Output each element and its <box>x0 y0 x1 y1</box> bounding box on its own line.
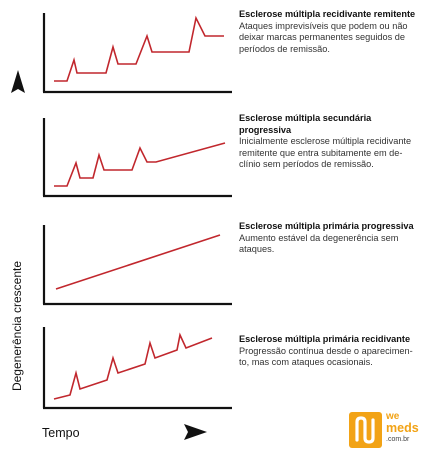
panel-3-axes <box>42 225 232 306</box>
panel-3-text: Esclerose múltipla primária progressiva … <box>239 221 419 256</box>
x-axis-label: Tempo <box>42 426 80 440</box>
panel-1-course-line <box>54 15 224 82</box>
panel-2-text: Esclerose múltipla secundária progressiv… <box>239 113 419 171</box>
panel-1-text: Esclerose múltipla recidivante remitente… <box>239 9 419 55</box>
panel-3-course-line <box>55 234 221 290</box>
panel-1-description: Ataques imprevisíveis que podem ou não d… <box>239 20 408 54</box>
logo-wordmark: we meds .com.br <box>386 412 422 444</box>
panel-3-title: Esclerose múltipla primária progressiva <box>239 221 414 231</box>
wemeds-logo: we meds .com.br <box>349 412 421 448</box>
panel-3-description: Aumento estável da degenerência sem ataq… <box>239 232 399 255</box>
panel-1-axes <box>42 13 232 94</box>
logo-meds: meds <box>386 421 419 435</box>
panel-2-description: Inicialmente esclerose múltipla recidiva… <box>239 136 412 169</box>
panel-2-title: Esclerose múltipla secundária progressiv… <box>239 113 372 135</box>
y-axis-arrow-icon <box>11 70 25 93</box>
panel-4-text: Esclerose múltipla primária recidivante … <box>239 334 419 369</box>
panel-1-title: Esclerose múltipla recidivante remitente <box>239 9 416 19</box>
panel-4-description: Progressão contínua desde o aparecimen-t… <box>239 345 413 368</box>
logo-domain: .com.br <box>386 436 410 443</box>
panel-4-axes <box>42 327 232 410</box>
panel-4-title: Esclerose múltipla primária recidivante <box>239 334 411 344</box>
panel-2-course-line <box>54 142 226 187</box>
logo-mark-icon <box>349 412 382 448</box>
y-axis-label: Degenerência crescente <box>10 260 24 392</box>
x-axis-arrow-icon <box>184 424 207 440</box>
panel-2-axes <box>42 118 232 198</box>
panel-4-course-line <box>53 332 213 400</box>
logo-we: we <box>386 411 400 422</box>
